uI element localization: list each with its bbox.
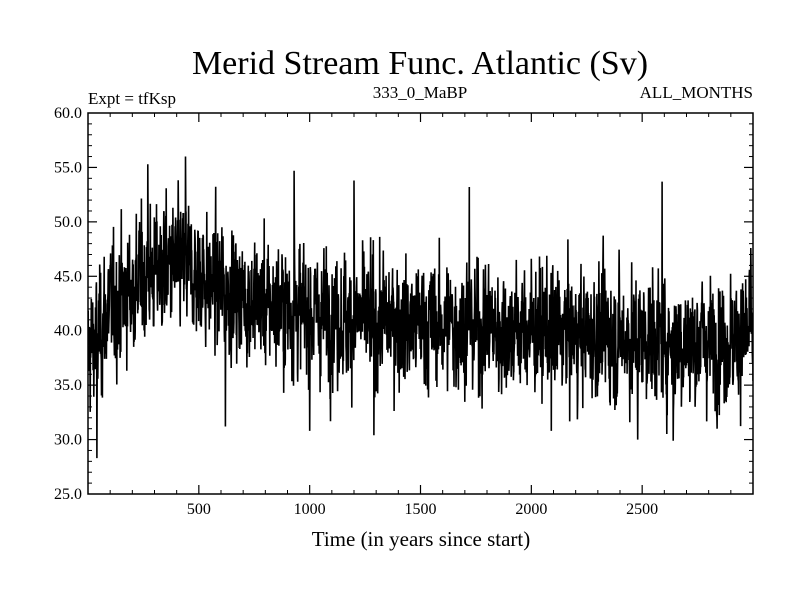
x-tick-label: 500 (187, 501, 211, 518)
y-tick-label: 45.0 (54, 268, 82, 285)
y-tick-label: 30.0 (54, 432, 82, 449)
y-tick-label: 50.0 (54, 214, 82, 231)
chart-title: Merid Stream Func. Atlantic (Sv) (192, 45, 648, 82)
series-line (88, 156, 753, 459)
x-tick-label: 2000 (515, 501, 547, 518)
subtitle-left: Expt = tfKsp (88, 89, 176, 108)
plot-area: 25.0 30.0 35.0 40.0 45.0 50.0 55.0 60.0 500 1000 1… (54, 105, 754, 518)
subtitle-center: 333_0_MaBP (373, 83, 467, 102)
x-tick-label: 1500 (405, 501, 437, 518)
y-tick-label: 60.0 (54, 105, 82, 122)
y-tick-label: 25.0 (54, 486, 82, 503)
x-tick-label: 2500 (626, 501, 658, 518)
x-axis-label: Time (in years since start) (312, 527, 531, 551)
y-tick-label: 35.0 (54, 377, 82, 394)
x-tick-label: 1000 (294, 501, 326, 518)
y-tick-label: 40.0 (54, 323, 82, 340)
y-tick-label: 55.0 (54, 159, 82, 176)
subtitle-right: ALL_MONTHS (640, 83, 753, 102)
